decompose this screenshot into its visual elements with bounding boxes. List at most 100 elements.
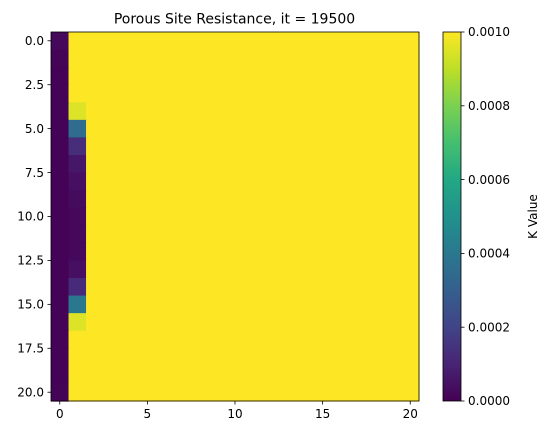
heatmap-cell: [208, 67, 227, 86]
heatmap-cell: [243, 102, 262, 121]
heatmap-cell: [261, 172, 280, 191]
y-axis: 0.0 2.5 5.0 7.5 10.0 12.5 15.0 17.5 20.0: [17, 34, 51, 399]
heatmap-cell: [348, 383, 368, 402]
heatmap-cell: [103, 242, 122, 262]
heatmap-cell: [278, 207, 297, 226]
heatmap-cell: [348, 278, 368, 297]
colorbar-tick-label: 0.0004: [468, 247, 510, 261]
heatmap-cell: [191, 119, 210, 139]
heatmap-cell: [313, 207, 332, 226]
heatmap-cell: [208, 260, 227, 279]
x-axis: 0 5 10 15 20: [56, 401, 418, 421]
heatmap-cell: [226, 32, 245, 51]
heatmap-cell: [296, 260, 315, 279]
heatmap-cell: [121, 49, 140, 68]
heatmap-cell: [68, 32, 87, 51]
heatmap-cell: [331, 119, 350, 139]
heatmap-cell: [51, 119, 70, 139]
heatmap-cell: [208, 137, 227, 156]
heatmap-cell: [103, 190, 122, 209]
heatmap-cell: [348, 119, 368, 139]
heatmap-cell: [401, 207, 420, 226]
heatmap-cell: [208, 190, 227, 209]
heatmap-cell: [138, 190, 157, 209]
heatmap-cell: [138, 313, 157, 332]
heatmap-cell: [208, 32, 227, 51]
heatmap-cell: [156, 137, 175, 156]
heatmap-cell: [296, 32, 315, 51]
heatmap-cell: [383, 242, 403, 262]
colorbar-tick-label: 0.0002: [468, 320, 510, 334]
x-tick-label: 20: [403, 407, 418, 421]
heatmap-cell: [331, 260, 350, 279]
heatmap-cell: [296, 102, 315, 121]
heatmap-cell: [313, 260, 332, 279]
heatmap-cell: [173, 295, 192, 314]
heatmap-cell: [261, 67, 280, 86]
heatmap-cell: [173, 348, 192, 367]
heatmap-cell: [348, 32, 368, 51]
colorbar-tick-label: 0.0008: [468, 99, 510, 113]
heatmap-cell: [348, 365, 368, 385]
heatmap-cell: [191, 383, 210, 402]
chart-title: Porous Site Resistance, it = 19500: [114, 12, 355, 28]
heatmap-cell: [51, 102, 70, 121]
heatmap-cell: [138, 278, 157, 297]
heatmap-cell: [226, 119, 245, 139]
heatmap-cell: [51, 260, 70, 279]
heatmap-cell: [261, 242, 280, 262]
heatmap-cell: [366, 242, 385, 262]
heatmap-cell: [331, 67, 350, 86]
heatmap-cell: [383, 84, 403, 103]
heatmap-cell: [296, 313, 315, 332]
heatmap-cell: [103, 313, 122, 332]
heatmap-cell: [68, 119, 87, 139]
heatmap-cell: [278, 242, 297, 262]
heatmap-cell: [51, 190, 70, 209]
heatmap-cell: [68, 278, 87, 297]
heatmap-cell: [261, 102, 280, 121]
heatmap-cell: [86, 295, 105, 314]
heatmap-cell: [86, 67, 105, 86]
heatmap-cell: [296, 348, 315, 367]
heatmap-cell: [348, 102, 368, 121]
x-tick-label: 5: [144, 407, 152, 421]
heatmap-cell: [51, 365, 70, 385]
heatmap-cell: [68, 383, 87, 402]
heatmap-cell: [208, 295, 227, 314]
heatmap-cell: [86, 225, 105, 244]
heatmap-cell: [86, 190, 105, 209]
heatmap-cell: [121, 348, 140, 367]
heatmap-cell: [156, 84, 175, 103]
heatmap-cell: [138, 365, 157, 385]
heatmap-cell: [121, 225, 140, 244]
heatmap-cell: [103, 207, 122, 226]
heatmap-cell: [138, 348, 157, 367]
heatmap-cell: [86, 242, 105, 262]
heatmap-cell: [383, 225, 403, 244]
heatmap-cell: [68, 155, 87, 174]
heatmap-cell: [156, 172, 175, 191]
heatmap-cell: [156, 383, 175, 402]
heatmap-cell: [173, 84, 192, 103]
heatmap-cell: [121, 278, 140, 297]
heatmap-cell: [278, 295, 297, 314]
heatmap-cell: [191, 84, 210, 103]
heatmap-cell: [86, 330, 105, 349]
heatmap-cell: [156, 102, 175, 121]
heatmap-cell: [243, 207, 262, 226]
heatmap-cell: [68, 330, 87, 349]
heatmap-cell: [121, 330, 140, 349]
heatmap-cell: [243, 313, 262, 332]
heatmap-cell: [103, 32, 122, 51]
heatmap-cell: [261, 383, 280, 402]
heatmap-cell: [103, 67, 122, 86]
heatmap-cell: [401, 84, 420, 103]
heatmap-cell: [383, 330, 403, 349]
heatmap-cell: [313, 49, 332, 68]
heatmap-cell: [383, 155, 403, 174]
heatmap-cell: [51, 225, 70, 244]
heatmap-cell: [156, 313, 175, 332]
heatmap-cell: [86, 137, 105, 156]
heatmap-cell: [278, 313, 297, 332]
